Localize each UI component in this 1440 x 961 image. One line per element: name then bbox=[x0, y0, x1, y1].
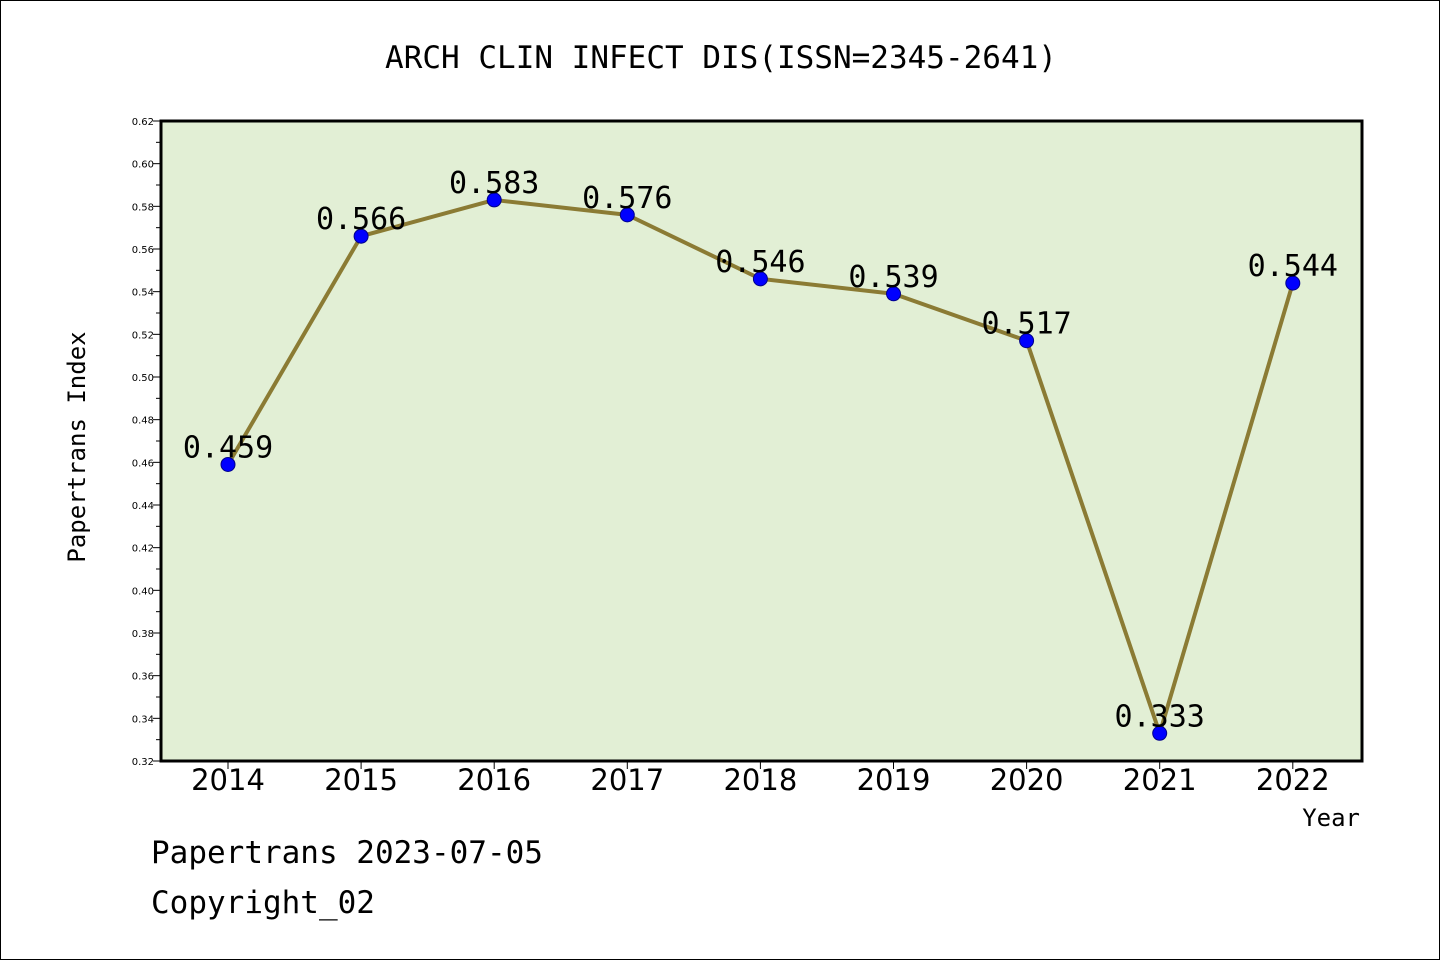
data-point-marker bbox=[1285, 275, 1301, 291]
y-tick-label: 0.40 bbox=[132, 586, 154, 597]
data-point-marker bbox=[1019, 333, 1035, 349]
data-label: 0.546 bbox=[715, 245, 805, 280]
y-tick-label: 0.56 bbox=[132, 245, 154, 256]
x-tick-label: 2014 bbox=[191, 763, 265, 797]
data-point-marker bbox=[886, 286, 901, 302]
data-point-marker bbox=[486, 192, 502, 208]
y-tick-label: 0.32 bbox=[132, 757, 154, 768]
y-tick-label: 0.34 bbox=[132, 714, 154, 725]
footer-copyright-text: Copyright_02 bbox=[151, 885, 375, 921]
data-point-marker bbox=[1152, 725, 1168, 741]
y-tick-label: 0.50 bbox=[132, 373, 154, 384]
x-tick-label: 2021 bbox=[1123, 763, 1197, 797]
y-axis-label: Papertrans Index bbox=[63, 331, 91, 562]
data-point-marker bbox=[220, 456, 236, 472]
x-tick-label: 2016 bbox=[457, 763, 531, 797]
x-tick-label: 2015 bbox=[324, 763, 398, 797]
y-tick-label: 0.58 bbox=[132, 202, 154, 213]
data-point-marker bbox=[619, 207, 635, 223]
y-tick-label: 0.54 bbox=[132, 288, 154, 299]
x-tick-label: 2017 bbox=[590, 763, 664, 797]
data-label: 0.583 bbox=[449, 166, 539, 201]
chart-title: ARCH CLIN INFECT DIS(ISSN=2345-2641) bbox=[385, 40, 1057, 76]
data-label: 0.459 bbox=[183, 430, 273, 465]
data-point-marker bbox=[353, 228, 369, 244]
x-axis-label: Year bbox=[1302, 804, 1360, 832]
x-tick-label: 2022 bbox=[1256, 763, 1330, 797]
y-tick-label: 0.44 bbox=[132, 501, 154, 512]
x-tick-label: 2020 bbox=[990, 763, 1064, 797]
data-label: 0.576 bbox=[582, 181, 672, 216]
y-tick-label: 0.60 bbox=[132, 160, 154, 171]
data-label: 0.544 bbox=[1248, 249, 1338, 284]
data-label: 0.517 bbox=[981, 307, 1071, 342]
y-tick-label: 0.52 bbox=[132, 330, 154, 341]
x-tick-label: 2019 bbox=[857, 763, 931, 797]
x-axis-ticks: 2014 2015 2016 2017 2018 2019 2020 2021 2022 bbox=[191, 761, 1330, 797]
y-tick-label: 0.62 bbox=[132, 117, 154, 128]
footer-date-text: Papertrans 2023-07-05 bbox=[151, 835, 543, 871]
y-axis-ticks: 0.32 0.34 0.36 0.38 0.40 0.42 0.44 0.46 0.48 0.50… bbox=[132, 117, 161, 768]
y-tick-label: 0.42 bbox=[132, 544, 154, 555]
x-tick-label: 2018 bbox=[723, 763, 797, 797]
data-point-marker bbox=[752, 271, 768, 287]
data-series: 0.459 0.566 0.583 0.576 0.546 0.539 0.517 0.333… bbox=[183, 166, 1338, 741]
data-label: 0.539 bbox=[848, 260, 938, 295]
data-label: 0.566 bbox=[316, 202, 406, 237]
data-label: 0.333 bbox=[1115, 699, 1205, 734]
y-tick-label: 0.38 bbox=[132, 629, 154, 640]
plot-area bbox=[159, 119, 1364, 763]
y-tick-label: 0.48 bbox=[132, 416, 154, 427]
y-tick-label: 0.36 bbox=[132, 672, 154, 683]
y-tick-label: 0.46 bbox=[132, 458, 154, 469]
